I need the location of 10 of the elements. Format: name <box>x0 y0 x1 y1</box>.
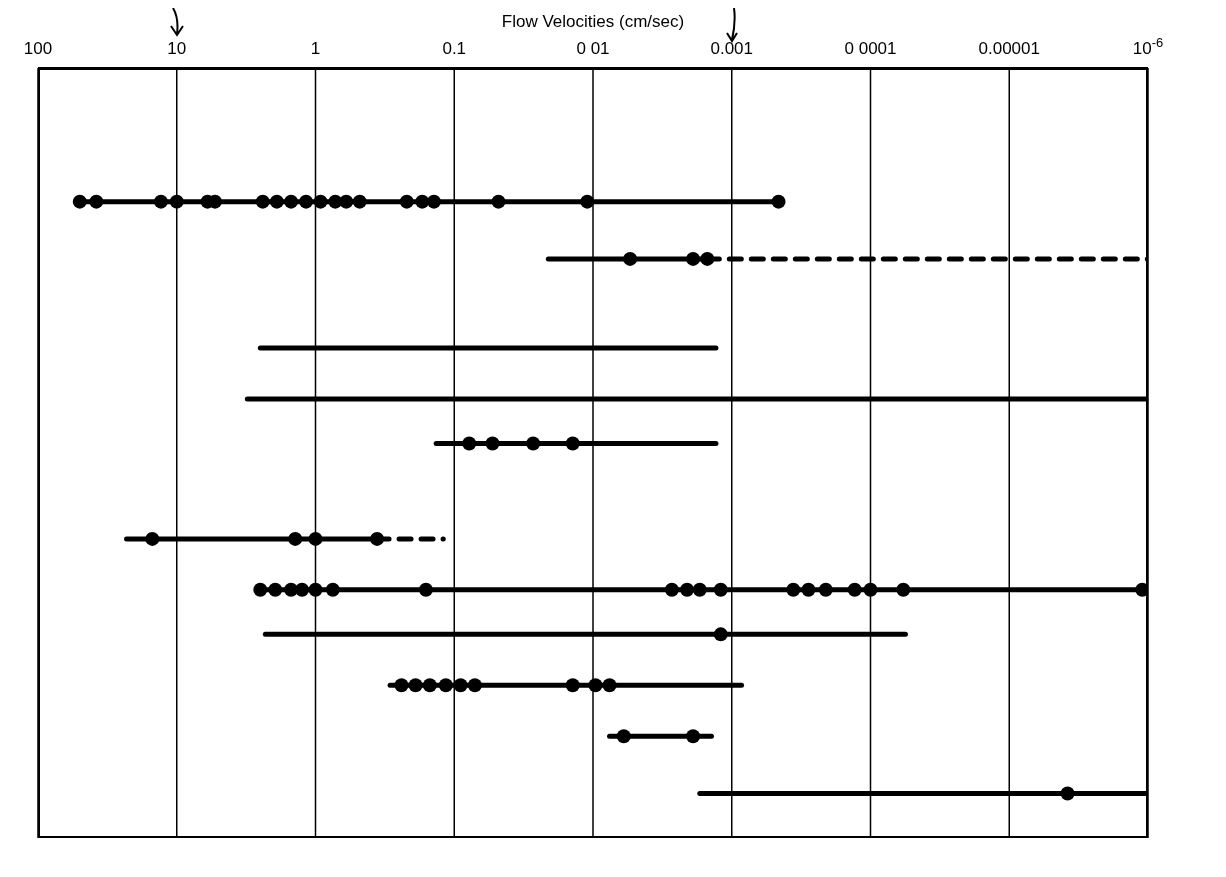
x-tick-label: 0.1 <box>442 39 467 58</box>
x-tick-label: 0.001 <box>710 39 754 58</box>
x-tick-label: 10 <box>167 39 187 58</box>
x-tick-label: 0.00001 <box>978 39 1040 58</box>
x-axis-title: Flow Velocities (cm/sec) <box>500 12 686 32</box>
x-tick-label: 10$^{-6}$ <box>1132 34 1164 58</box>
x-tick-label: 0 01 <box>576 39 610 58</box>
x-tick-label: 0 0001 <box>844 39 897 58</box>
x-tick-label: 1 <box>310 39 321 58</box>
x-tick-label: 100 <box>23 39 53 58</box>
